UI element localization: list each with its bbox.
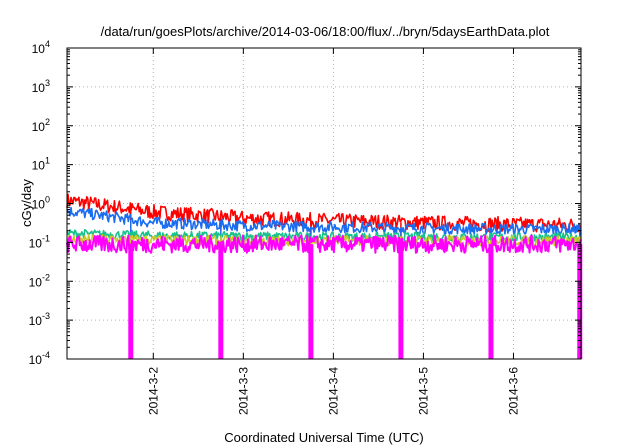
- x-tick-label: 2014-3-4: [326, 367, 340, 415]
- y-tick-label: 102: [32, 117, 50, 134]
- y-tick-base: 10: [32, 198, 46, 212]
- y-tick-label: 10-1: [29, 233, 50, 250]
- y-tick-exponent: -2: [42, 272, 50, 282]
- series-line: [66, 206, 582, 236]
- y-tick-exponent: -1: [42, 233, 50, 243]
- y-tick-exponent: 0: [45, 195, 50, 205]
- y-tick-exponent: 4: [45, 39, 50, 49]
- series-dropout: [398, 244, 404, 359]
- y-tick-base: 10: [29, 353, 43, 367]
- y-tick-exponent: -4: [42, 350, 50, 360]
- y-tick-base: 10: [29, 236, 43, 250]
- series-dropout: [308, 244, 314, 359]
- y-tick-base: 10: [32, 42, 46, 56]
- y-tick-exponent: 1: [45, 156, 50, 166]
- series-line: [66, 193, 582, 233]
- grid: [67, 48, 581, 359]
- y-tick-exponent: 3: [45, 78, 50, 88]
- y-tick-label: 10-4: [29, 350, 50, 367]
- y-tick-base: 10: [29, 314, 43, 328]
- y-tick-base: 10: [32, 159, 46, 173]
- x-axis-label: Coordinated Universal Time (UTC): [224, 430, 423, 445]
- series-dropout: [128, 244, 134, 359]
- x-axis: 2014-3-2 2014-3-3 2014-3-4 2014-3-5 2014-3-6: [146, 48, 520, 415]
- y-tick-label: 103: [32, 78, 50, 95]
- y-tick-label: 10-3: [29, 311, 50, 328]
- series-dropout: [218, 244, 224, 359]
- x-tick-label: 2014-3-6: [506, 367, 520, 415]
- x-tick-label: 2014-3-5: [416, 367, 430, 415]
- series-dropout: [488, 244, 494, 359]
- y-tick-label: 100: [32, 195, 50, 212]
- series-line: [66, 234, 582, 254]
- x-tick-label: 2014-3-2: [146, 367, 160, 415]
- chart-title: /data/run/goesPlots/archive/2014-03-06/1…: [101, 24, 550, 39]
- y-tick-base: 10: [32, 120, 46, 134]
- y-tick-exponent: 2: [45, 117, 50, 127]
- y-tick-base: 10: [32, 81, 46, 95]
- series-layer: [66, 193, 583, 359]
- y-tick-label: 10-2: [29, 272, 50, 289]
- y-tick-label: 104: [32, 39, 50, 56]
- y-tick-base: 10: [29, 275, 43, 289]
- y-axis-label: cGy/day: [19, 179, 34, 227]
- y-tick-exponent: -3: [42, 311, 50, 321]
- x-tick-label: 2014-3-3: [236, 367, 250, 415]
- y-tick-label: 101: [32, 156, 50, 173]
